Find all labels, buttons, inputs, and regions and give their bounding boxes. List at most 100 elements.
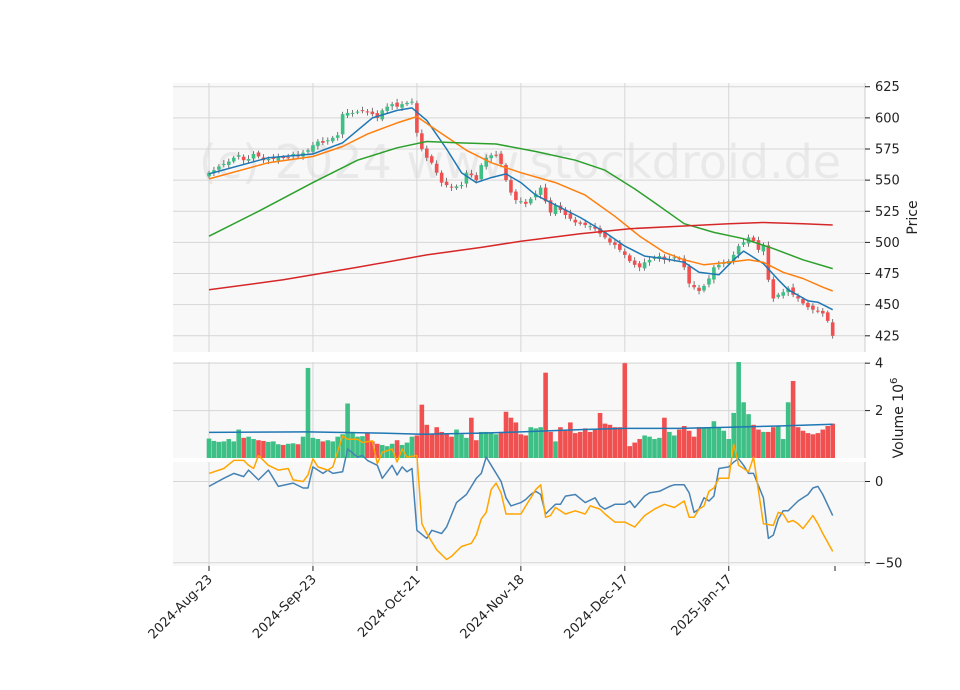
volume-bar xyxy=(726,439,732,458)
volume-bar xyxy=(231,441,237,458)
volume-bar xyxy=(775,426,781,458)
candle-body xyxy=(707,278,711,285)
watermark: (c) 2024 www.stockdroid.de xyxy=(199,135,841,189)
volume-bar xyxy=(701,428,707,458)
candle-body xyxy=(217,166,221,170)
volume-bar xyxy=(206,438,212,458)
volume-bar xyxy=(805,433,811,458)
x-tick-label: 2025-Jan-17 xyxy=(669,572,736,639)
candle-body xyxy=(573,219,578,223)
volume-bar xyxy=(518,434,524,458)
volume-bar xyxy=(711,421,717,458)
candle-body xyxy=(613,242,617,245)
volume-bar xyxy=(691,436,697,458)
candle-body xyxy=(434,163,439,173)
volume-bar xyxy=(221,441,227,458)
candle-body xyxy=(256,152,261,157)
volume-bar xyxy=(766,431,771,458)
volume-bar xyxy=(360,436,365,458)
candle-body xyxy=(825,312,830,321)
candle-body xyxy=(697,287,701,291)
volume-bar xyxy=(280,444,286,458)
volume-bar xyxy=(612,427,618,458)
candle-body xyxy=(583,222,587,225)
candle-body xyxy=(642,262,647,269)
volume-bar xyxy=(543,372,548,458)
candle-body xyxy=(568,213,573,219)
candle-body xyxy=(801,298,805,304)
price-moving-average-4 xyxy=(208,221,833,291)
volume-bar xyxy=(370,441,375,458)
candle-body xyxy=(494,154,498,156)
volume-bar xyxy=(662,417,667,458)
candle-body xyxy=(543,187,548,202)
volume-bar xyxy=(424,424,430,458)
volume-bar xyxy=(241,437,246,458)
candle-body xyxy=(687,266,691,284)
volume-bar xyxy=(785,402,791,458)
candle-body xyxy=(741,242,746,245)
volume-axis-label: Volume 106 xyxy=(889,378,907,459)
volume-bar xyxy=(558,427,563,458)
volume-bar xyxy=(226,439,232,458)
volume-bar xyxy=(290,443,296,458)
price-tick-label: 550 xyxy=(875,174,900,189)
candle-body xyxy=(340,114,345,135)
candle-body xyxy=(776,294,781,297)
volume-bar xyxy=(404,442,410,458)
candle-body xyxy=(578,222,583,224)
candle-body xyxy=(796,296,800,299)
candle-body xyxy=(459,185,464,187)
candle-body xyxy=(756,240,761,250)
volume-tick-label: 2 xyxy=(875,404,883,419)
volume-bar xyxy=(399,444,405,458)
candle-body xyxy=(330,137,335,142)
volume-bar xyxy=(681,426,687,458)
x-tick-label: 2024-Aug-23 xyxy=(146,572,216,642)
candle-body xyxy=(563,209,568,216)
candle-body xyxy=(514,191,518,201)
oscillator-line-2 xyxy=(208,435,834,561)
volume-bar xyxy=(548,431,553,458)
candle-body xyxy=(222,163,226,165)
candle-body xyxy=(395,102,399,107)
volume-bar xyxy=(478,431,484,458)
candle-body xyxy=(593,226,597,229)
volume-bar xyxy=(216,441,222,458)
candle-body xyxy=(548,200,553,213)
candle-body xyxy=(504,164,508,181)
volume-bar xyxy=(761,431,766,458)
candle-body xyxy=(316,141,320,146)
volume-bar xyxy=(800,430,806,458)
volume-bar xyxy=(597,412,603,458)
x-tick-label: 2024-Oct-21 xyxy=(355,572,423,640)
price-moving-average-2 xyxy=(208,115,833,292)
volume-bar xyxy=(815,433,821,458)
candle-body xyxy=(811,305,815,310)
volume-bar xyxy=(528,427,534,458)
volume-bar xyxy=(295,444,301,458)
candle-body xyxy=(246,158,251,161)
candle-body xyxy=(400,104,404,108)
candle-body xyxy=(271,157,276,159)
candle-body xyxy=(439,172,444,183)
candle-body xyxy=(484,157,488,167)
volume-bar xyxy=(335,436,340,458)
candle-body xyxy=(355,111,360,113)
volume-bar xyxy=(657,437,662,458)
volume-bar xyxy=(736,362,741,458)
candle-body xyxy=(415,103,419,133)
volume-bar xyxy=(236,429,241,458)
volume-bar xyxy=(513,422,519,458)
volume-bar xyxy=(696,427,702,458)
volume-bar xyxy=(488,433,494,458)
volume-bar xyxy=(409,436,415,458)
candle-body xyxy=(677,258,682,260)
candle-body xyxy=(499,153,503,164)
candle-body xyxy=(365,111,370,113)
candle-body xyxy=(350,112,355,114)
volume-bar xyxy=(459,434,464,458)
candle-body xyxy=(479,165,484,180)
